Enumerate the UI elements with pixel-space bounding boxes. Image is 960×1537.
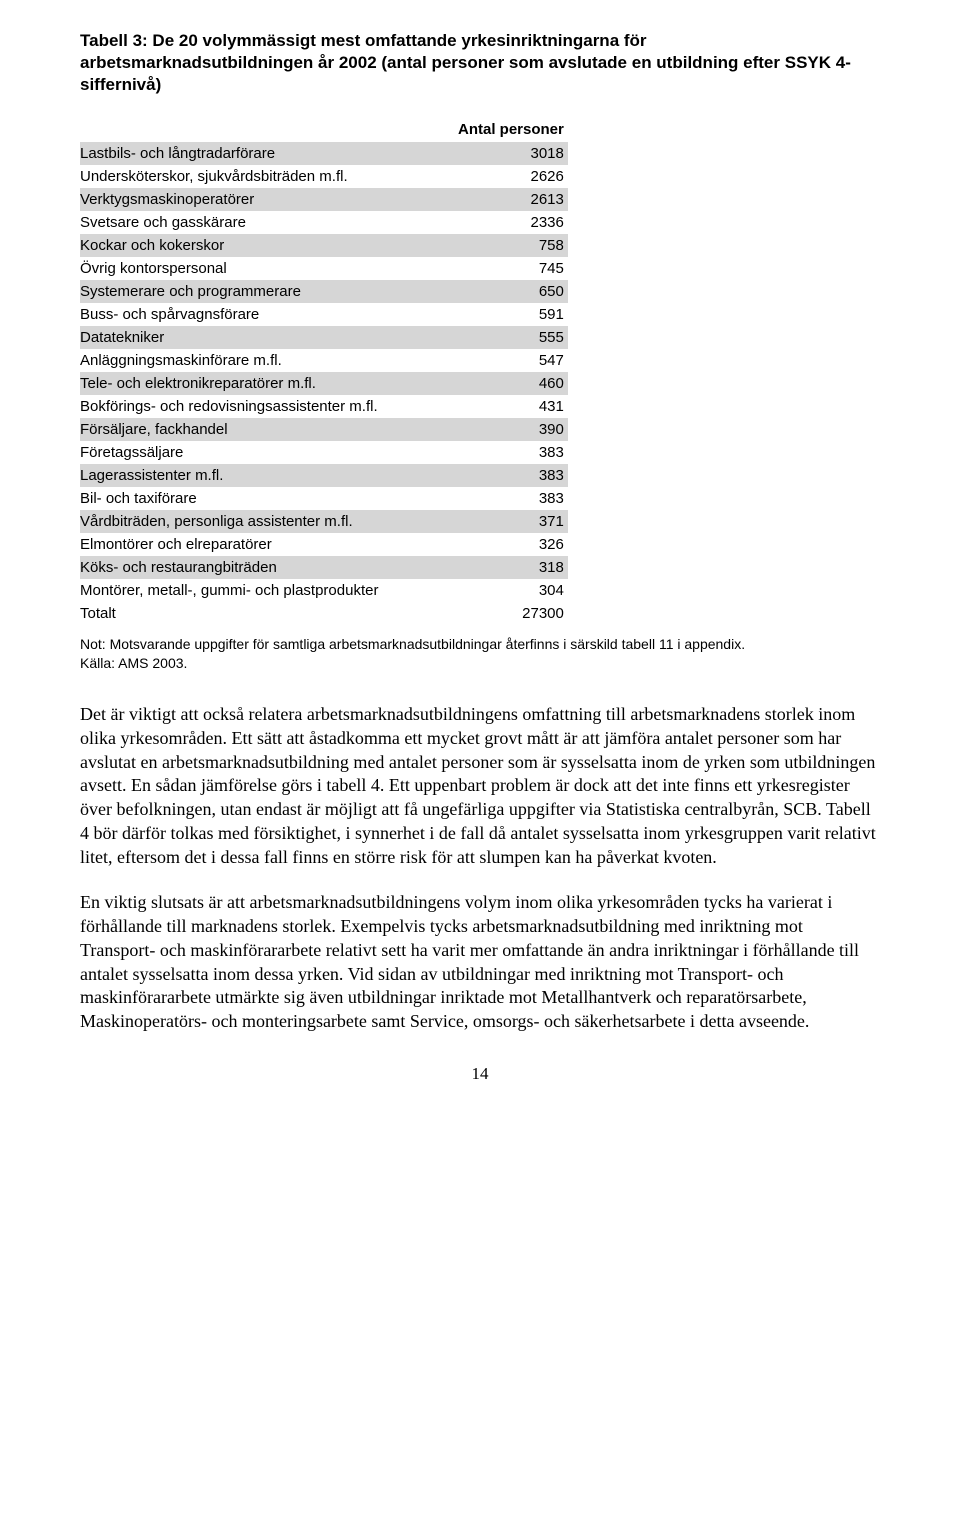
table-row: Anläggningsmaskinförare m.fl.547: [80, 349, 568, 372]
row-label: Montörer, metall-, gummi- och plastprodu…: [80, 579, 428, 602]
table-header-col1: [80, 118, 428, 142]
row-label: Lastbils- och långtradarförare: [80, 142, 428, 165]
data-table: Antal personer Lastbils- och långtradarf…: [80, 118, 568, 625]
table-title: Tabell 3: De 20 volymmässigt mest omfatt…: [80, 30, 880, 96]
row-label: Elmontörer och elreparatörer: [80, 533, 428, 556]
table-row: Bil- och taxiförare383: [80, 487, 568, 510]
table-row: Företagssäljare383: [80, 441, 568, 464]
row-value: 650: [428, 280, 568, 303]
table-row: Lagerassistenter m.fl.383: [80, 464, 568, 487]
row-value: 431: [428, 395, 568, 418]
row-value: 745: [428, 257, 568, 280]
row-value: 2626: [428, 165, 568, 188]
row-label: Buss- och spårvagnsförare: [80, 303, 428, 326]
row-value: 555: [428, 326, 568, 349]
table-row: Totalt27300: [80, 602, 568, 625]
row-value: 758: [428, 234, 568, 257]
table-body: Lastbils- och långtradarförare3018Unders…: [80, 142, 568, 625]
row-label: Systemerare och programmerare: [80, 280, 428, 303]
table-row: Montörer, metall-, gummi- och plastprodu…: [80, 579, 568, 602]
row-label: Anläggningsmaskinförare m.fl.: [80, 349, 428, 372]
page: Tabell 3: De 20 volymmässigt mest omfatt…: [0, 0, 960, 1124]
note-line-2: Källa: AMS 2003.: [80, 655, 187, 671]
row-label: Bokförings- och redovisningsassistenter …: [80, 395, 428, 418]
table-row: Elmontörer och elreparatörer326: [80, 533, 568, 556]
row-label: Övrig kontorspersonal: [80, 257, 428, 280]
note-line-1: Not: Motsvarande uppgifter för samtliga …: [80, 636, 745, 652]
table-row: Tele- och elektronikreparatörer m.fl.460: [80, 372, 568, 395]
body-paragraph-2: En viktig slutsats är att arbetsmarknads…: [80, 891, 880, 1034]
row-label: Verktygsmaskinoperatörer: [80, 188, 428, 211]
table-row: Vårdbiträden, personliga assistenter m.f…: [80, 510, 568, 533]
row-label: Köks- och restaurangbiträden: [80, 556, 428, 579]
table-row: Kockar och kokerskor758: [80, 234, 568, 257]
row-label: Totalt: [80, 602, 428, 625]
row-value: 371: [428, 510, 568, 533]
table-row: Verktygsmaskinoperatörer2613: [80, 188, 568, 211]
table-note: Not: Motsvarande uppgifter för samtliga …: [80, 635, 880, 673]
row-label: Kockar och kokerskor: [80, 234, 428, 257]
row-value: 383: [428, 464, 568, 487]
row-value: 591: [428, 303, 568, 326]
table-row: Köks- och restaurangbiträden318: [80, 556, 568, 579]
table-row: Övrig kontorspersonal745: [80, 257, 568, 280]
row-value: 383: [428, 487, 568, 510]
table-row: Datatekniker555: [80, 326, 568, 349]
row-label: Företagssäljare: [80, 441, 428, 464]
row-label: Svetsare och gasskärare: [80, 211, 428, 234]
row-value: 390: [428, 418, 568, 441]
table-row: Svetsare och gasskärare2336: [80, 211, 568, 234]
row-label: Tele- och elektronikreparatörer m.fl.: [80, 372, 428, 395]
row-label: Undersköterskor, sjukvårdsbiträden m.fl.: [80, 165, 428, 188]
table-row: Lastbils- och långtradarförare3018: [80, 142, 568, 165]
table-row: Bokförings- och redovisningsassistenter …: [80, 395, 568, 418]
body-paragraph-1: Det är viktigt att också relatera arbets…: [80, 703, 880, 869]
row-value: 547: [428, 349, 568, 372]
table-header-row: Antal personer: [80, 118, 568, 142]
row-label: Bil- och taxiförare: [80, 487, 428, 510]
table-header-col2: Antal personer: [428, 118, 568, 142]
row-value: 304: [428, 579, 568, 602]
row-value: 2336: [428, 211, 568, 234]
table-row: Systemerare och programmerare650: [80, 280, 568, 303]
row-value: 383: [428, 441, 568, 464]
page-number: 14: [80, 1064, 880, 1084]
row-label: Försäljare, fackhandel: [80, 418, 428, 441]
row-value: 460: [428, 372, 568, 395]
row-value: 318: [428, 556, 568, 579]
table-row: Undersköterskor, sjukvårdsbiträden m.fl.…: [80, 165, 568, 188]
table-row: Buss- och spårvagnsförare591: [80, 303, 568, 326]
row-value: 27300: [428, 602, 568, 625]
row-label: Datatekniker: [80, 326, 428, 349]
row-value: 2613: [428, 188, 568, 211]
table-row: Försäljare, fackhandel390: [80, 418, 568, 441]
row-value: 3018: [428, 142, 568, 165]
row-label: Vårdbiträden, personliga assistenter m.f…: [80, 510, 428, 533]
row-value: 326: [428, 533, 568, 556]
row-label: Lagerassistenter m.fl.: [80, 464, 428, 487]
